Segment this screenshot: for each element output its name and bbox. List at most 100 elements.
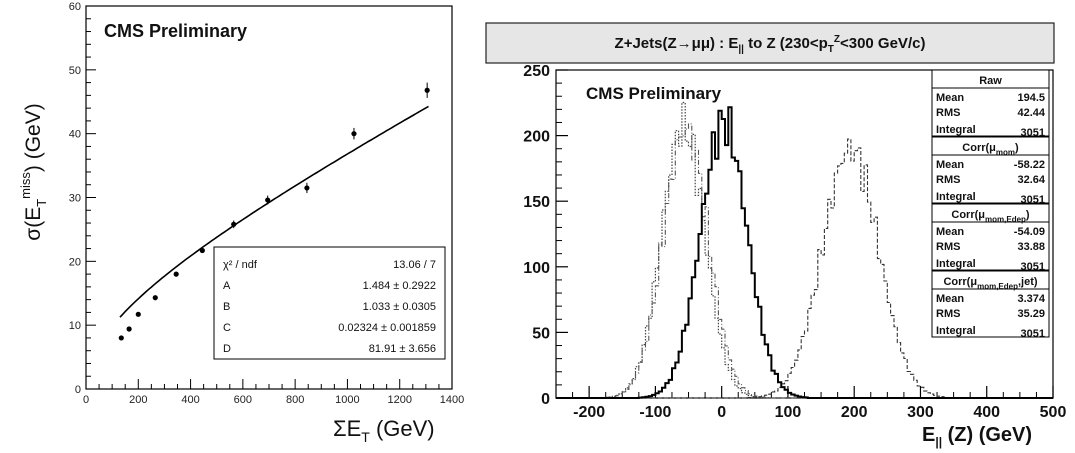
stats-title: Corr(μmom,Edep) xyxy=(951,209,1030,224)
x-label-met: E xyxy=(922,424,935,446)
stats-title-sub: mom,Edep xyxy=(977,282,1018,291)
stats-box-border xyxy=(931,69,1050,137)
stats-key: RMS xyxy=(936,107,960,119)
y-tick-label: 30 xyxy=(69,193,81,205)
stats-title: Raw xyxy=(979,75,1002,87)
data-point xyxy=(173,271,179,277)
y-label-post: ) (GeV) xyxy=(22,103,45,172)
y-tick-label: 150 xyxy=(523,194,550,211)
title-post: <300 GeV/c) xyxy=(840,35,925,52)
stats-box-border xyxy=(931,203,1050,271)
fit-param-name: C xyxy=(223,322,231,334)
stats-key: Integral xyxy=(936,124,976,136)
y-tick-label: 60 xyxy=(69,1,81,13)
resolution-annotation: CMS Preliminary xyxy=(104,21,247,41)
stats-title: Corr(μmom,Edep,jet) xyxy=(943,276,1037,291)
stats-value: -54.09 xyxy=(1014,226,1045,238)
histogram-x-axis-label: E|| (Z) (GeV) xyxy=(922,424,1032,449)
x-tick-label: -200 xyxy=(573,404,605,421)
x-tick-label: -100 xyxy=(639,404,671,421)
data-point xyxy=(424,87,430,93)
stats-value: 3051 xyxy=(1021,194,1045,206)
x-tick-label: 600 xyxy=(234,394,252,406)
histogram-series xyxy=(556,101,1053,399)
x-tick-label: 400 xyxy=(973,404,1000,421)
stats-box: Corr(μmom) Mean -58.22 RMS 32.64 Integral 3051 xyxy=(931,136,1050,206)
stats-box-border xyxy=(931,270,1050,338)
resolution-points xyxy=(118,82,430,341)
x-label-unit: (GeV) xyxy=(370,416,435,441)
x-label-sub: T xyxy=(361,429,370,445)
x-tick-label: 1400 xyxy=(440,394,464,406)
histogram-line xyxy=(556,106,1053,399)
resolution-axes: 0 200 400 600 800 1000 1200 1400 0 10 20 30 40 50 60 xyxy=(69,1,464,406)
fit-rows: χ² / ndf 13.06 / 7 A 1.484 ± 0.2922 B 1.033 ±… xyxy=(223,259,436,355)
stats-title-base: Raw xyxy=(979,75,1002,87)
stats-key: RMS xyxy=(936,308,960,320)
x-tick-label: 200 xyxy=(129,394,147,406)
stats-box: Corr(μmom,Edep) Mean -54.09 RMS 33.88 Integra… xyxy=(931,203,1050,273)
x-tick-label: 500 xyxy=(1040,404,1067,421)
title-pt-sub: T xyxy=(828,44,834,55)
stats-title-base: Corr(μ xyxy=(951,209,985,221)
x-label-met-sub: || xyxy=(935,435,942,449)
stats-title-end: ,jet) xyxy=(1018,276,1038,288)
fit-param-value: 1.033 ± 0.0305 xyxy=(363,301,436,313)
fit-param-name: B xyxy=(223,301,230,313)
y-tick-label: 0 xyxy=(75,384,81,396)
x-label-post: (Z) (GeV) xyxy=(942,424,1032,446)
stats-key: RMS xyxy=(936,241,960,253)
y-tick-label: 40 xyxy=(69,129,81,141)
stats-value: 42.44 xyxy=(1017,107,1045,119)
x-tick-label: 200 xyxy=(841,404,868,421)
stats-title: Corr(μmom) xyxy=(962,142,1019,157)
resolution-chart: 0 200 400 600 800 1000 1200 1400 0 10 20 30 40 50 60 C… xyxy=(18,1,464,445)
data-point xyxy=(118,335,124,341)
y-tick-label: 200 xyxy=(523,129,550,146)
stats-key: Integral xyxy=(936,258,976,270)
stats-box-border xyxy=(931,136,1050,204)
y-label-sup: miss xyxy=(18,172,33,199)
fit-param-value: 81.91 ± 3.656 xyxy=(369,343,436,355)
stats-value: 35.29 xyxy=(1017,308,1045,320)
stats-key: Integral xyxy=(936,191,976,203)
data-point xyxy=(135,311,141,317)
x-tick-label: 400 xyxy=(181,394,199,406)
y-tick-label: 0 xyxy=(541,391,550,408)
histogram-title: Z+Jets(Z→μμ) : E|| to Z (230<pTZ<300 GeV… xyxy=(615,34,926,55)
stats-title-sub: mom xyxy=(996,148,1015,157)
stats-value: 32.64 xyxy=(1017,174,1045,186)
stats-key: Mean xyxy=(936,293,964,305)
data-point xyxy=(126,326,132,332)
title-pt-sup: Z xyxy=(834,34,840,45)
stats-box: Corr(μmom,Edep,jet) Mean 3.374 RMS 35.29 Inte… xyxy=(931,270,1050,340)
fit-box-border xyxy=(213,246,446,360)
stats-title-end: ) xyxy=(1015,142,1019,154)
data-point xyxy=(152,295,158,301)
x-tick-label: 1000 xyxy=(335,394,359,406)
stats-key: Integral xyxy=(936,325,976,337)
stats-value: 194.5 xyxy=(1017,92,1045,104)
stats-value: 33.88 xyxy=(1017,241,1045,253)
data-point xyxy=(199,247,205,254)
x-tick-label: 0 xyxy=(83,394,89,406)
fit-curve xyxy=(119,105,429,318)
stats-title-base: Corr(μ xyxy=(962,142,996,154)
stats-key: Mean xyxy=(936,226,964,238)
y-tick-label: 250 xyxy=(523,63,550,80)
fit-param-value: 0.02324 ± 0.001859 xyxy=(338,322,436,334)
stats-value: 3051 xyxy=(1021,127,1045,139)
y-label-pre: σ(E xyxy=(22,207,45,241)
fit-param-name: χ² / ndf xyxy=(223,259,258,271)
y-tick-label: 50 xyxy=(532,325,550,342)
x-label-base: ΣE xyxy=(333,416,361,441)
x-tick-label: 800 xyxy=(286,394,304,406)
data-point xyxy=(265,197,271,203)
stats-value: 3.374 xyxy=(1017,293,1045,305)
histogram-axes: -200 -100 0 100 200 300 400 500 0 50 100 150 200 250 xyxy=(523,63,1066,421)
y-tick-label: 10 xyxy=(69,320,81,332)
y-tick-label: 50 xyxy=(69,65,81,77)
y-tick-label: 20 xyxy=(69,256,81,268)
stats-key: Mean xyxy=(936,92,964,104)
